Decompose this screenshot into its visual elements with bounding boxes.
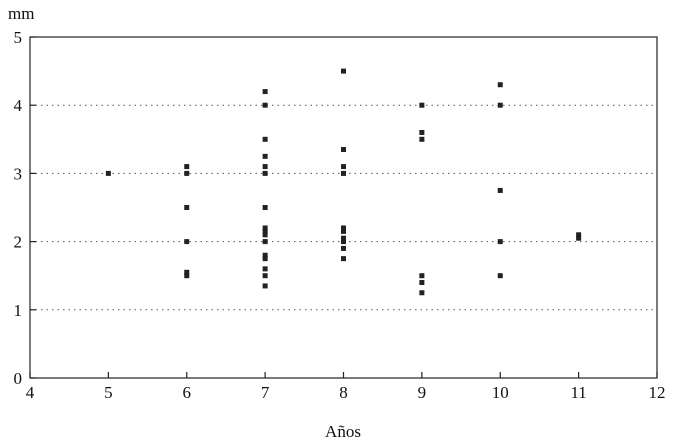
data-point xyxy=(341,68,346,74)
data-point xyxy=(341,239,346,245)
data-point xyxy=(262,266,268,272)
y-axis-title: mm xyxy=(8,4,34,23)
y-tick-label: 2 xyxy=(14,233,23,252)
data-point xyxy=(341,225,346,231)
data-point xyxy=(184,239,190,245)
data-point xyxy=(262,153,268,159)
data-point xyxy=(262,232,268,238)
data-point xyxy=(419,273,425,279)
data-point xyxy=(419,280,425,286)
x-tick-label: 12 xyxy=(649,383,666,402)
data-point xyxy=(262,205,268,210)
x-tick-label: 4 xyxy=(26,383,35,402)
data-point xyxy=(341,228,346,234)
x-axis-title: Años xyxy=(325,422,361,440)
data-point xyxy=(262,228,268,234)
data-point xyxy=(262,102,268,108)
x-tick-label: 6 xyxy=(183,383,192,402)
data-point xyxy=(497,273,503,279)
data-point xyxy=(341,147,346,153)
y-tick-label: 3 xyxy=(14,164,23,183)
data-point xyxy=(262,239,268,245)
x-tick-label: 11 xyxy=(570,383,586,402)
y-tick-label: 1 xyxy=(14,301,23,320)
data-point xyxy=(184,164,190,170)
x-tick-label: 8 xyxy=(339,383,348,402)
data-point xyxy=(341,164,346,170)
data-point xyxy=(576,232,582,238)
x-axis-ticks: 4 5 6 7 8 9 10 11 12 xyxy=(26,372,666,402)
data-point xyxy=(262,164,268,170)
data-point xyxy=(341,235,346,241)
data-point xyxy=(262,252,268,258)
data-point xyxy=(341,245,346,251)
x-tick-label: 7 xyxy=(261,383,270,402)
data-points xyxy=(105,68,582,296)
plot-frame xyxy=(29,36,658,379)
data-point xyxy=(184,170,190,176)
data-point xyxy=(576,235,582,241)
y-tick-label: 5 xyxy=(14,28,23,47)
data-point xyxy=(262,225,268,231)
data-point xyxy=(419,102,425,108)
gridlines xyxy=(30,104,657,311)
x-tick-label: 9 xyxy=(418,383,427,402)
data-point xyxy=(497,187,503,193)
data-point xyxy=(419,290,425,296)
data-point xyxy=(497,82,503,88)
data-point xyxy=(262,283,268,289)
y-axis-ticks: 0 1 2 3 4 5 xyxy=(14,28,36,388)
data-point xyxy=(184,273,190,279)
data-point xyxy=(497,239,503,245)
data-point xyxy=(497,102,503,108)
data-point xyxy=(262,170,268,176)
data-point xyxy=(184,269,190,275)
data-point xyxy=(341,170,346,176)
data-point xyxy=(262,89,268,95)
data-point xyxy=(341,256,346,262)
data-point xyxy=(262,136,268,142)
data-point xyxy=(419,136,425,142)
y-tick-label: 0 xyxy=(14,369,23,388)
x-tick-label: 5 xyxy=(104,383,113,402)
data-point xyxy=(419,129,425,135)
data-point xyxy=(184,205,190,210)
x-tick-label: 10 xyxy=(492,383,509,402)
y-tick-label: 4 xyxy=(14,96,23,115)
data-point xyxy=(262,256,268,262)
data-point xyxy=(105,170,111,176)
data-point xyxy=(262,273,268,279)
